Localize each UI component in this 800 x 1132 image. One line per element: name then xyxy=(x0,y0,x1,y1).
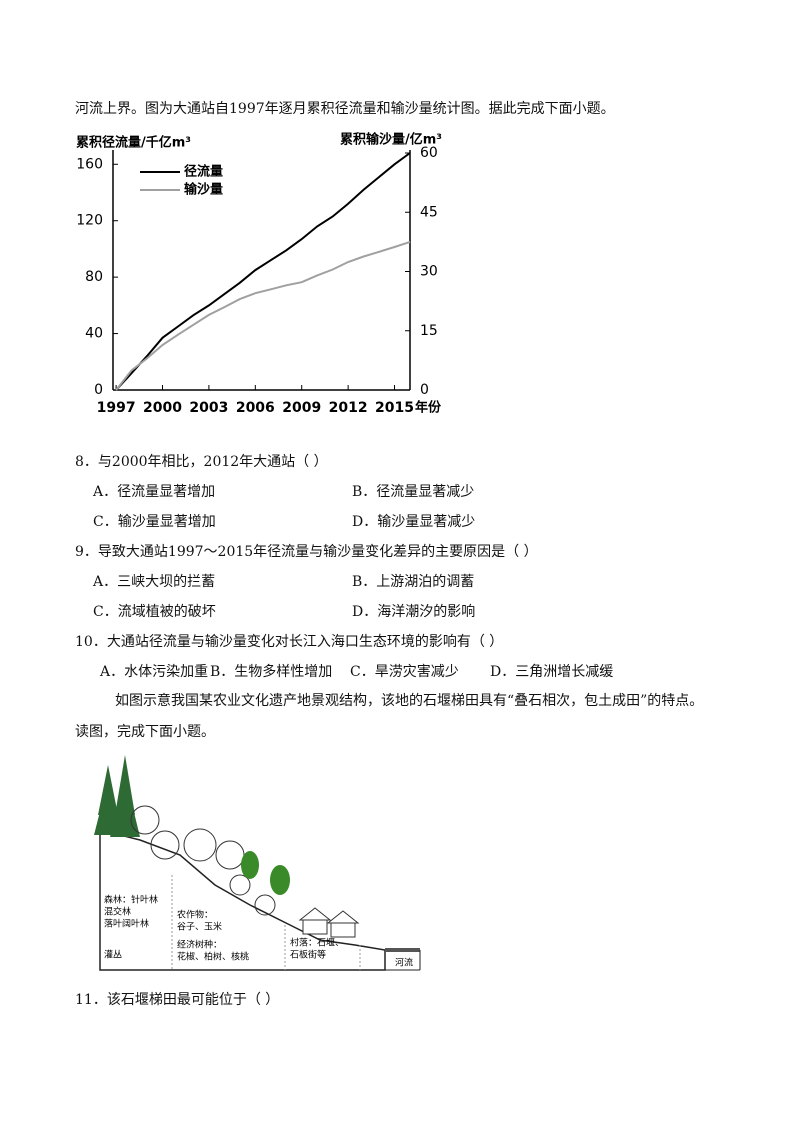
chart: 累积径流量/千亿m³ 累积输沙量/亿m³ 年份 0 40 80 120 160 0 15 30… xyxy=(76,132,442,417)
passage: 读图，完成下面小题。 xyxy=(75,724,215,740)
y-tick-label: 160 xyxy=(76,156,103,172)
series-line xyxy=(115,152,411,391)
option: B．生物多样性增加 xyxy=(210,664,333,680)
option: D．海洋潮汐的影响 xyxy=(352,604,476,620)
option: A．水体污染加重 xyxy=(100,664,209,680)
option: D．三角洲增长减缓 xyxy=(490,664,614,680)
green-trees xyxy=(241,851,290,895)
diagram-label: 村落：石堰、 xyxy=(290,937,344,949)
legend-label: 输沙量 xyxy=(184,182,223,198)
x-tick-label: 2003 xyxy=(189,400,228,416)
question-stem: 11．该石堰梯田最可能位于（ ） xyxy=(75,992,280,1008)
diagram-labels: 森林：针叶林 混交林 落叶阔叶林 灌丛 农作物： 谷子、玉米 经济树种： 花椒、… xyxy=(104,894,413,969)
diagram-label: 灌丛 xyxy=(104,949,122,961)
diagram-label: 经济树种： xyxy=(177,939,222,951)
diagram-label: 农作物： xyxy=(177,909,213,921)
diagram-label: 花椒、柏树、核桃 xyxy=(177,951,249,963)
conifers xyxy=(94,755,140,837)
diagram-label: 谷子、玉米 xyxy=(177,921,222,933)
x-tick-label: 2000 xyxy=(143,400,182,416)
intro: 河流上界。图为大通站自1997年逐月累积径流量和输沙量统计图。据此完成下面小题。 xyxy=(75,101,615,117)
y-tick-label: 120 xyxy=(76,213,103,229)
y2-tick-label: 0 xyxy=(420,382,429,398)
right-axis-title: 累积输沙量/亿m³ xyxy=(340,132,442,148)
diagram-label: 石板街等 xyxy=(290,949,326,961)
y2-tick-label: 45 xyxy=(420,204,438,220)
diagram: 森林：针叶林 混交林 落叶阔叶林 灌丛 农作物： 谷子、玉米 经济树种： 花椒、… xyxy=(94,755,421,971)
diagram-label: 落叶阔叶林 xyxy=(104,918,149,930)
question-stem: 8．与2000年相比，2012年大通站（ ） xyxy=(75,454,328,470)
option: B．径流量显著减少 xyxy=(352,484,475,500)
y2-tick-label: 15 xyxy=(420,323,438,339)
x-tick-label: 1997 xyxy=(97,400,136,416)
x-tick-label: 2012 xyxy=(329,400,368,416)
x-axis-label: 年份 xyxy=(415,400,442,416)
y2-tick-label: 60 xyxy=(420,145,438,161)
diagram-label: 河流 xyxy=(395,957,413,969)
y-tick-label: 0 xyxy=(94,382,103,398)
zone-dividers xyxy=(171,875,361,970)
option: A．三峡大坝的拦蓄 xyxy=(93,574,216,590)
houses xyxy=(298,907,360,938)
option: C．旱涝灾害减少 xyxy=(350,664,459,680)
option: D．输沙量显著减少 xyxy=(352,514,476,530)
left-axis-title: 累积径流量/千亿m³ xyxy=(76,135,191,151)
option: B．上游湖泊的调蓄 xyxy=(352,574,475,590)
y-tick-label: 40 xyxy=(85,326,103,342)
series-line xyxy=(115,240,411,391)
y-tick-label: 80 xyxy=(85,269,103,285)
option: C．输沙量显著增加 xyxy=(93,514,216,530)
x-tick-label: 2015 xyxy=(375,400,414,416)
y2-tick-label: 30 xyxy=(420,264,438,280)
diagram-label: 混交林 xyxy=(104,906,131,918)
question-stem: 10．大通站径流量与输沙量变化对长江入海口生态环境的影响有（ ） xyxy=(75,634,504,650)
question-stem: 9．导致大通站1997～2015年径流量与输沙量变化差异的主要原因是（ ） xyxy=(75,544,538,560)
passage: 如图示意我国某农业文化遗产地景观结构，该地的石堰梯田具有“叠石相次，包土成田”的… xyxy=(115,693,704,709)
x-tick-label: 2009 xyxy=(282,400,321,416)
x-tick-label: 2006 xyxy=(236,400,275,416)
diagram-label: 森林：针叶林 xyxy=(104,894,158,906)
option: A．径流量显著增加 xyxy=(93,484,216,500)
legend-label: 径流量 xyxy=(184,164,223,180)
option: C．流域植被的破坏 xyxy=(93,604,216,620)
